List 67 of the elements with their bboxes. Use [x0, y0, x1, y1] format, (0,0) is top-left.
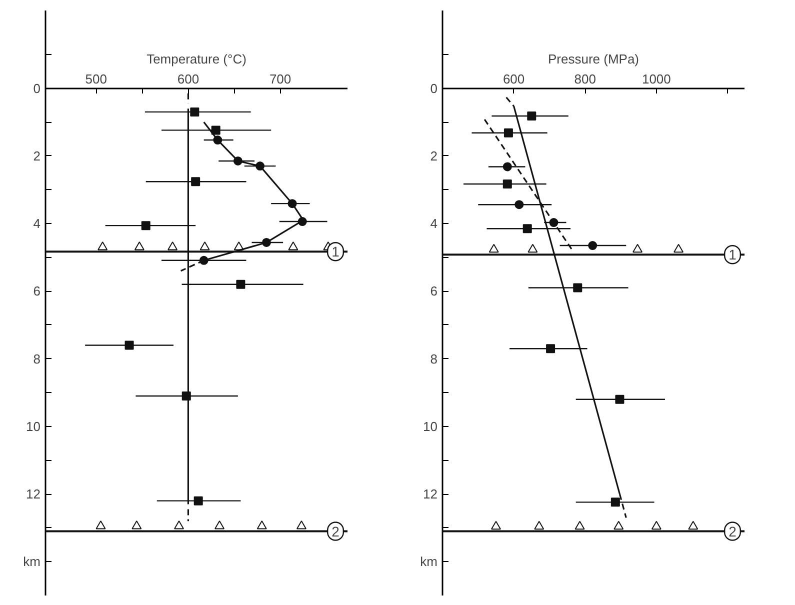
y-tick-label: 8	[430, 351, 438, 366]
y-tick-label: 10	[26, 418, 41, 434]
point	[132, 520, 142, 530]
y-tick-label: 2	[430, 148, 438, 164]
y-tick-label: 6	[33, 284, 41, 299]
point	[514, 200, 524, 210]
point	[214, 520, 225, 530]
y-tick-label: 10	[423, 418, 438, 434]
point	[573, 283, 582, 292]
y-tick-label: 8	[33, 351, 41, 366]
point	[651, 520, 662, 530]
x-tick-label: 500	[85, 71, 107, 86]
point	[488, 244, 499, 253]
point	[98, 242, 108, 250]
point	[256, 520, 267, 530]
point	[504, 128, 513, 138]
x-tick-label: 600	[177, 71, 200, 86]
point	[190, 107, 200, 116]
y-tick-label: km	[420, 554, 438, 570]
point	[490, 520, 501, 530]
point	[632, 244, 643, 253]
point	[546, 344, 556, 354]
x-tick-label: 800	[574, 71, 596, 86]
point	[168, 242, 178, 250]
x-tick-label: 1000	[642, 71, 671, 86]
point	[688, 520, 698, 530]
annotation: 1	[332, 244, 340, 260]
y-tick-label: 4	[430, 216, 438, 232]
point	[296, 520, 306, 530]
y-tick-label: 6	[430, 284, 438, 299]
point	[236, 280, 246, 289]
point	[610, 498, 620, 507]
point	[124, 340, 134, 350]
x-tick-label: 700	[269, 71, 292, 86]
point	[141, 221, 150, 230]
annotation: 2	[728, 523, 737, 540]
annotation: 2	[332, 523, 340, 540]
y-tick-label: 0	[33, 80, 41, 96]
point	[534, 520, 544, 530]
y-tick-label: 4	[33, 216, 41, 232]
point	[588, 241, 598, 250]
x-axis-title: Temperature (°C)	[146, 52, 246, 66]
point	[502, 179, 512, 188]
point	[674, 244, 684, 253]
point	[527, 112, 536, 121]
x-axis-title: Pressure (MPa)	[548, 52, 640, 66]
point	[211, 126, 220, 135]
x-tick-label: 600	[502, 71, 525, 86]
point	[134, 242, 144, 250]
point	[96, 520, 106, 530]
point	[174, 520, 184, 530]
point	[574, 520, 585, 530]
point	[502, 162, 512, 172]
point	[191, 177, 200, 186]
y-tick-label: 12	[423, 486, 438, 502]
point	[194, 496, 203, 506]
y-tick-label: km	[23, 554, 41, 570]
y-tick-label: 0	[430, 80, 438, 96]
point	[200, 242, 210, 250]
point	[615, 394, 624, 404]
annotation: 1	[728, 246, 737, 263]
point	[528, 244, 538, 253]
point	[288, 242, 298, 250]
point	[614, 520, 624, 530]
point	[522, 224, 532, 234]
y-tick-label: 2	[33, 148, 41, 164]
y-tick-label: 12	[26, 486, 41, 502]
